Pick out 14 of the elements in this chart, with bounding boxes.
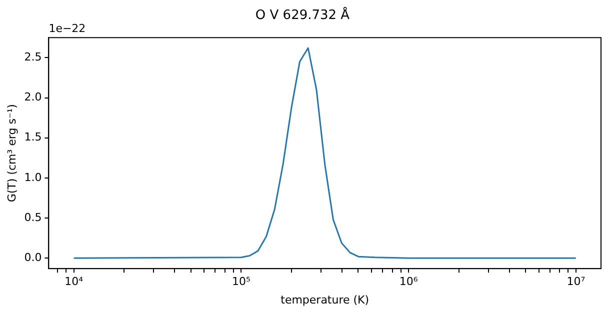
x-tick-label: 10⁷ — [566, 275, 586, 288]
y-tick-label: 2.0 — [24, 90, 42, 104]
y-tick-label: 2.5 — [24, 50, 42, 64]
y-axis-title: G(T) (cm³ erg s⁻¹) — [5, 104, 18, 202]
chart-title: O V 629.732 Å — [255, 6, 350, 24]
text: 1e−22 — [48, 22, 86, 35]
y-tick-label: 1.0 — [24, 170, 42, 184]
x-tick-label: 10⁶ — [399, 275, 418, 288]
x-tick-label: 10⁵ — [232, 275, 250, 288]
y-tick-label: 0.5 — [24, 210, 42, 224]
x-axis-title: temperature (K) — [280, 293, 370, 306]
y-tick-label: 0.0 — [24, 251, 42, 264]
x-tick-label: 10⁴ — [64, 275, 84, 288]
y-tick-label: 1.5 — [24, 130, 42, 144]
